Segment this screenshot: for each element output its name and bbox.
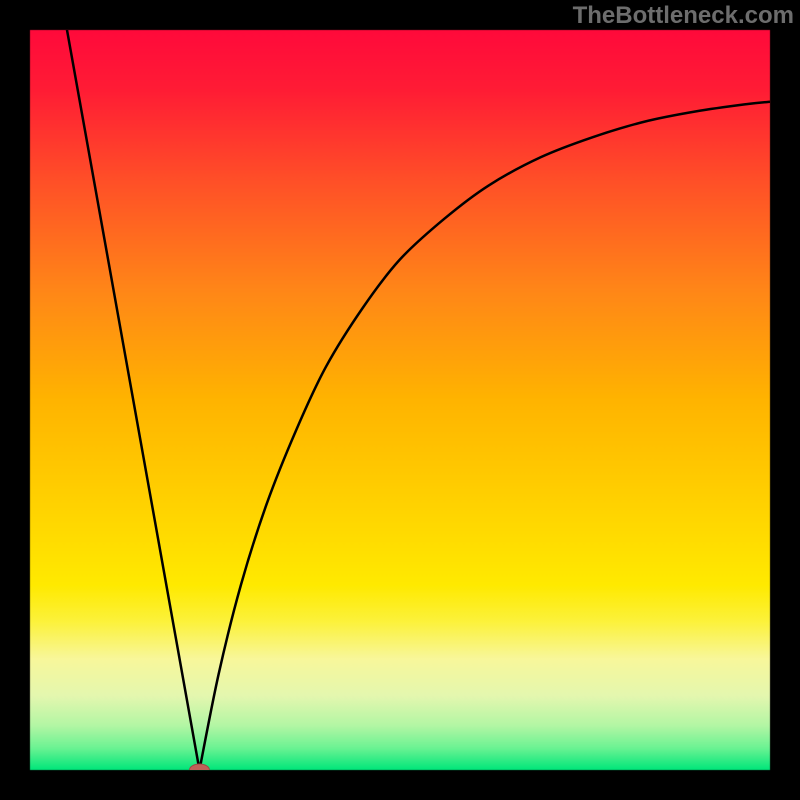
watermark-text: TheBottleneck.com: [573, 2, 794, 30]
min-marker: [189, 764, 209, 776]
chart-container: TheBottleneck.com: [0, 0, 800, 800]
bottleneck-curve: [56, 0, 770, 770]
chart-svg: [0, 0, 800, 800]
